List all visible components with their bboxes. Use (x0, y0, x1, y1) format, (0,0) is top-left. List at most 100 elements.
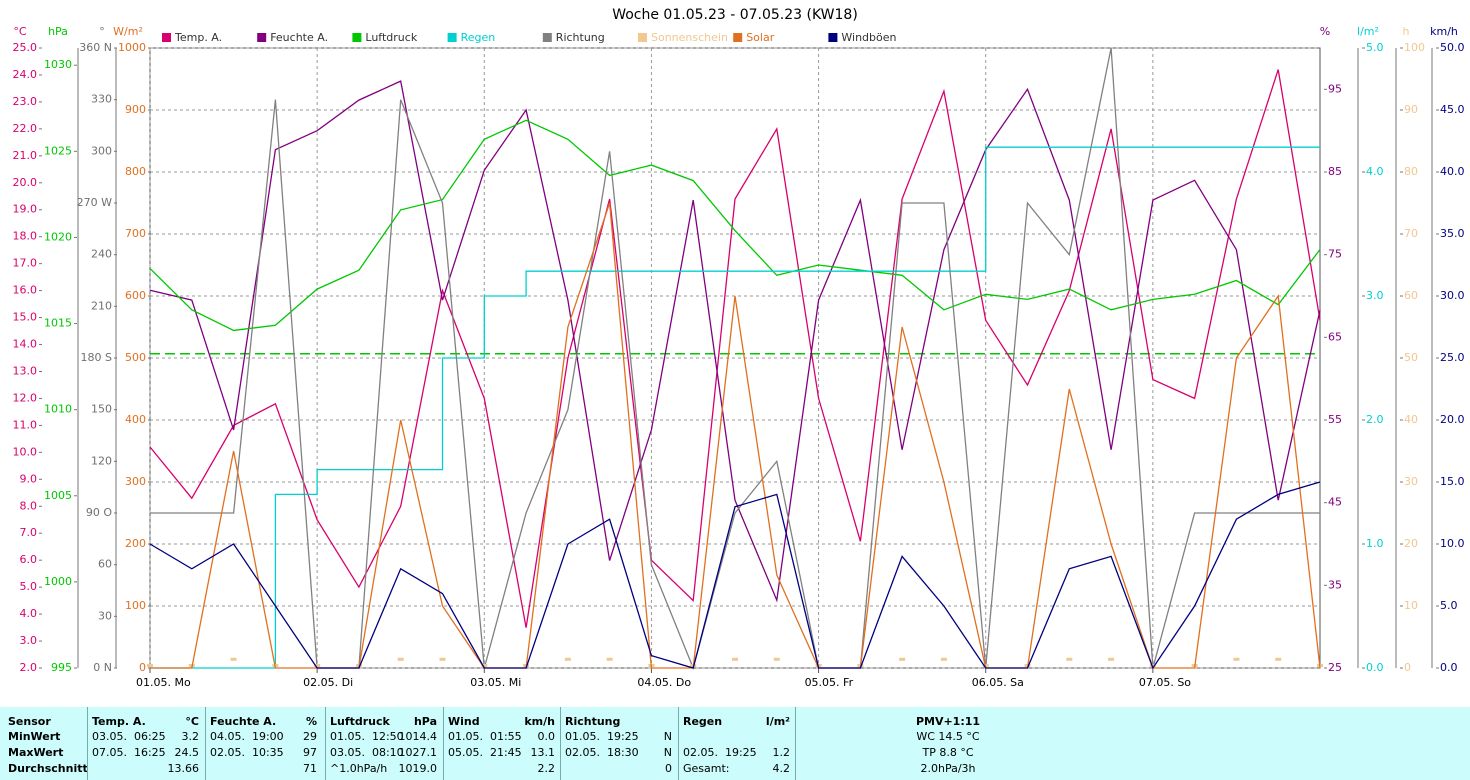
axis-unit: hPa (48, 25, 68, 38)
y-tick-label: 1015 (44, 317, 72, 330)
cell-time: 01.05. 12:50 (330, 730, 404, 743)
y-tick-label: 35 (1328, 578, 1342, 591)
cell-value: 97 (303, 746, 317, 759)
series-line (149, 80, 1321, 603)
cell-value: 13.1 (530, 746, 556, 759)
y-tick-label: 35.0 (1440, 227, 1465, 240)
y-tick-label: 330 (91, 93, 112, 106)
y-tick-label: 55 (1328, 413, 1342, 426)
legend-label: Windböen (841, 31, 896, 44)
cell-value: 1.2 (772, 746, 791, 759)
column-title: Temp. A. (92, 715, 146, 728)
legend-label: Feuchte A. (270, 31, 328, 44)
y-tick-label: 1020 (44, 230, 72, 243)
y-tick-label: 2.0 (1366, 413, 1384, 426)
cell-time: 03.05. 08:10 (330, 746, 404, 759)
column-separator (87, 707, 88, 780)
column-title: Regen (683, 715, 723, 728)
column-unit: l/m² (765, 715, 790, 728)
legend-swatch (638, 33, 647, 42)
y-tick-label: 1.0 (1366, 537, 1384, 550)
y-tick-label: 20 (1404, 537, 1418, 550)
y-tick-label: 40.0 (1440, 165, 1465, 178)
cell-time: 01.05. 19:25 (565, 730, 639, 743)
legend-label: Regen (461, 31, 496, 44)
y-tick-label: 0 (139, 661, 146, 674)
cell-value: N (663, 730, 672, 743)
axis-unit: km/h (1430, 25, 1458, 38)
y-tick-label: 14.0 (13, 338, 38, 351)
y-tick-label: 12.0 (13, 391, 38, 404)
series-point (230, 657, 237, 661)
y-tick-label: 70 (1404, 227, 1418, 240)
pmv-line: TP 8.8 °C (922, 746, 974, 759)
y-tick-label: 60 (98, 558, 112, 571)
y-tick-label: 20.0 (1440, 413, 1465, 426)
cell-value: 1014.4 (398, 730, 438, 743)
series-point (314, 664, 321, 667)
row-label: Sensor (8, 715, 51, 728)
column-separator (325, 707, 326, 780)
legend-label: Sonnenschein (651, 31, 728, 44)
row-label: Durchschnitt (8, 762, 88, 775)
y-tick-label: 7.0 (20, 526, 38, 539)
y-tick-label: 90 O (86, 506, 112, 519)
y-tick-label: 0 N (93, 661, 112, 674)
y-tick-label: 6.0 (20, 553, 38, 566)
x-tick-label: 01.05. Mo (136, 676, 191, 689)
y-tick-label: 10.0 (1440, 537, 1465, 550)
series-point (1275, 657, 1282, 661)
y-tick-label: 15.0 (13, 311, 38, 324)
y-tick-label: 5.0 (1366, 41, 1384, 54)
series-line (149, 481, 1321, 670)
column-separator (443, 707, 444, 780)
y-tick-label: 16.0 (13, 284, 38, 297)
series-point (1066, 657, 1073, 661)
cell-time: 02.05. 10:35 (210, 746, 284, 759)
chart-title: Woche 01.05.23 - 07.05.23 (KW18) (612, 7, 858, 23)
y-tick-label: 65 (1328, 330, 1342, 343)
y-tick-label: 1000 (44, 575, 72, 588)
series-line (149, 119, 1321, 332)
y-tick-label: 270 W (77, 196, 112, 209)
y-tick-label: 25.0 (13, 41, 38, 54)
summary-table: Sensor MinWert MaxWert Durchschnitt Temp. A.… (0, 707, 1470, 780)
column-separator (560, 707, 561, 780)
y-tick-label: 5.0 (1440, 599, 1458, 612)
y-tick-label: 30 (98, 609, 112, 622)
y-tick-label: 24.0 (13, 68, 38, 81)
y-tick-label: 1005 (44, 489, 72, 502)
y-tick-label: 210 (91, 299, 112, 312)
y-tick-label: 50 (1404, 351, 1418, 364)
y-tick-label: 90 (1404, 103, 1418, 116)
column-title: Feuchte A. (210, 715, 277, 728)
x-tick-label: 03.05. Mi (470, 676, 521, 689)
column-unit: °C (185, 715, 199, 728)
column-unit: km/h (524, 715, 555, 728)
y-tick-label: 300 (125, 475, 146, 488)
legend-label: Richtung (556, 31, 605, 44)
column-separator (678, 707, 679, 780)
y-tick-label: 1025 (44, 144, 72, 157)
series-point (732, 657, 738, 661)
y-tick-label: 1010 (44, 403, 72, 416)
series-point (606, 657, 613, 661)
series-point (147, 664, 153, 667)
column-title: Luftdruck (330, 715, 390, 728)
series-point (940, 657, 947, 661)
x-tick-label: 05.05. Fr (805, 676, 854, 689)
y-tick-label: 0.0 (1440, 661, 1458, 674)
legend-label: Luftdruck (365, 31, 417, 44)
series-line (150, 202, 1321, 669)
y-tick-label: 17.0 (13, 257, 38, 270)
y-tick-label: 13.0 (13, 364, 38, 377)
pmv-title: PMV+1:11 (915, 715, 981, 728)
y-tick-label: 75 (1328, 248, 1342, 261)
y-tick-label: 0 (1404, 661, 1411, 674)
legend-label: Temp. A. (174, 31, 222, 44)
y-tick-label: 100 (125, 599, 146, 612)
row-label: MaxWert (8, 746, 64, 759)
y-tick-label: 0.0 (1366, 661, 1384, 674)
legend-swatch (162, 33, 171, 42)
